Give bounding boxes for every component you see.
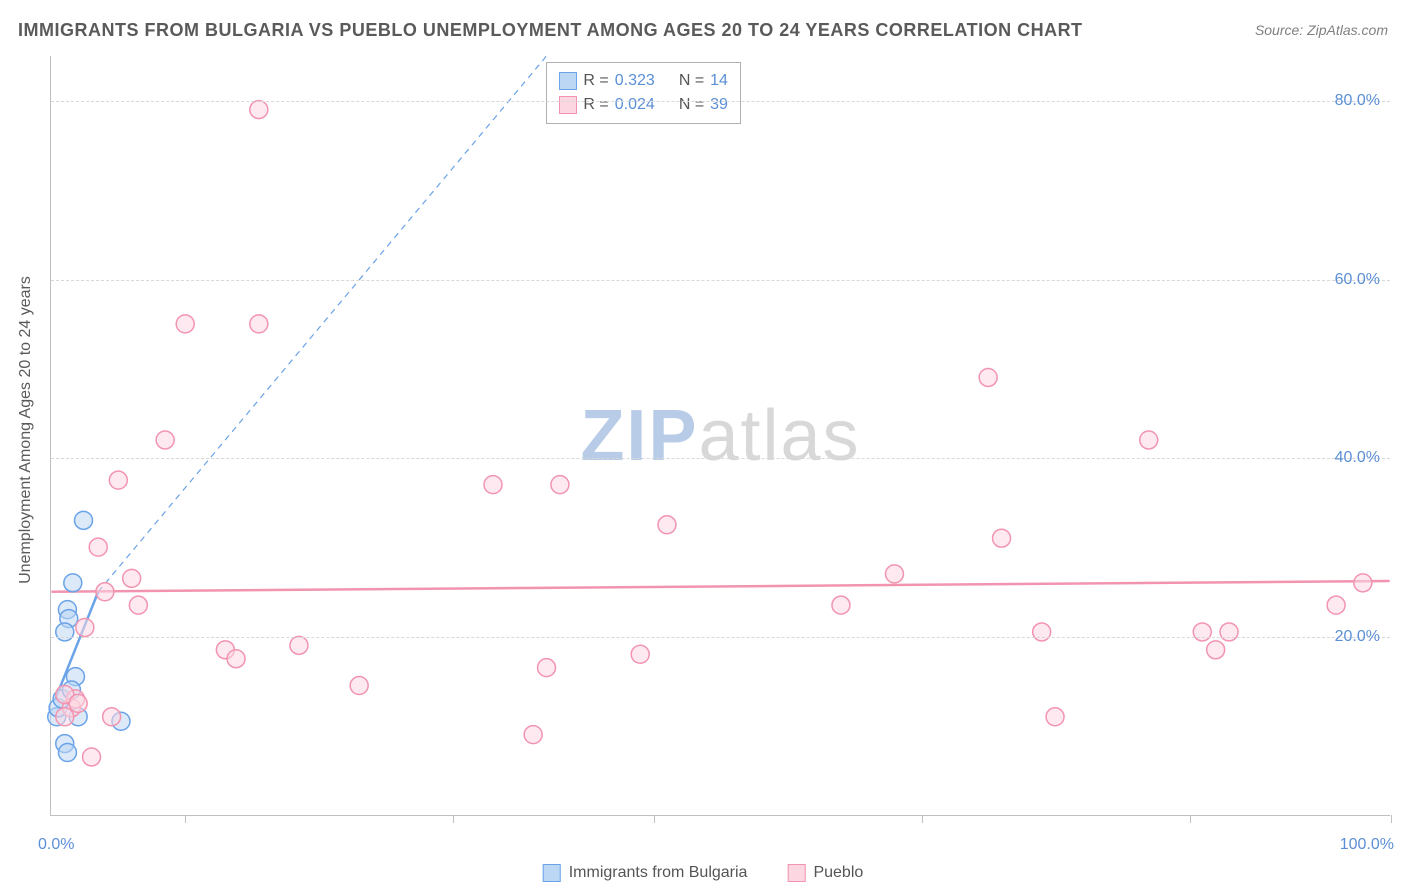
series-legend: Immigrants from Bulgaria Pueblo (543, 864, 864, 882)
correlation-chart: IMMIGRANTS FROM BULGARIA VS PUEBLO UNEMP… (0, 0, 1406, 892)
plot-area: ZIPatlas R = 0.323 N = 14 R = 0.024 N = … (50, 56, 1390, 816)
r-label-1: R = (583, 72, 608, 90)
stats-row-series2: R = 0.024 N = 39 (559, 93, 728, 117)
n-value-2: 39 (710, 96, 728, 114)
n-label-2: N = (679, 96, 704, 114)
legend-label-series2: Pueblo (813, 864, 863, 882)
swatch-series2 (559, 96, 577, 114)
legend-item-series2: Pueblo (787, 864, 863, 882)
x-axis-min-label: 0.0% (38, 836, 74, 854)
chart-title: IMMIGRANTS FROM BULGARIA VS PUEBLO UNEMP… (18, 20, 1083, 41)
r-value-1: 0.323 (615, 72, 655, 90)
legend-item-series1: Immigrants from Bulgaria (543, 864, 748, 882)
r-value-2: 0.024 (615, 96, 655, 114)
chart-source: Source: ZipAtlas.com (1255, 22, 1388, 38)
n-label-1: N = (679, 72, 704, 90)
legend-label-series1: Immigrants from Bulgaria (569, 864, 748, 882)
swatch-series1-bottom (543, 864, 561, 882)
n-value-1: 14 (710, 72, 728, 90)
x-axis-max-label: 100.0% (1340, 836, 1394, 854)
swatch-series2-bottom (787, 864, 805, 882)
plot-svg (51, 56, 1390, 815)
r-label-2: R = (583, 96, 608, 114)
stats-row-series1: R = 0.323 N = 14 (559, 69, 728, 93)
swatch-series1 (559, 72, 577, 90)
stats-legend: R = 0.323 N = 14 R = 0.024 N = 39 (546, 62, 741, 124)
y-axis-label: Unemployment Among Ages 20 to 24 years (17, 276, 35, 584)
